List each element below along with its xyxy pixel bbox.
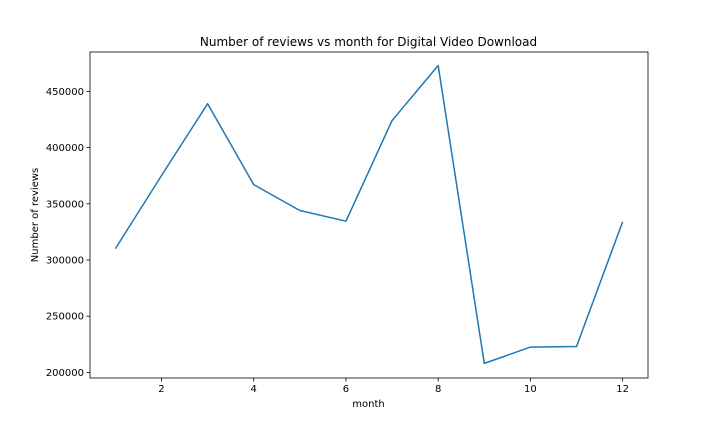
y-axis-label: Number of reviews bbox=[30, 168, 41, 262]
x-tick-label-12: 12 bbox=[616, 384, 629, 395]
plot-area: 2 4 6 8 10 12 200000 250000 300000 350000 400000 45… bbox=[46, 51, 649, 395]
series-line-0 bbox=[114, 64, 624, 365]
x-tick-label-2: 2 bbox=[158, 384, 164, 395]
x-axis-label: month bbox=[352, 399, 384, 410]
y-tick-label-300000: 300000 bbox=[46, 255, 84, 266]
y-tick-label-450000: 450000 bbox=[46, 87, 84, 98]
y-tick-label-350000: 350000 bbox=[46, 199, 84, 210]
plot-frame bbox=[89, 51, 649, 379]
x-tick-label-8: 8 bbox=[435, 384, 441, 395]
x-tick-label-6: 6 bbox=[343, 384, 349, 395]
y-tick-label-250000: 250000 bbox=[46, 312, 84, 323]
chart-title: Number of reviews vs month for Digital V… bbox=[200, 35, 537, 49]
x-tick-label-10: 10 bbox=[524, 384, 537, 395]
y-tick-label-400000: 400000 bbox=[46, 143, 84, 154]
y-tick-label-200000: 200000 bbox=[46, 368, 84, 379]
x-tick-label-4: 4 bbox=[251, 384, 257, 395]
